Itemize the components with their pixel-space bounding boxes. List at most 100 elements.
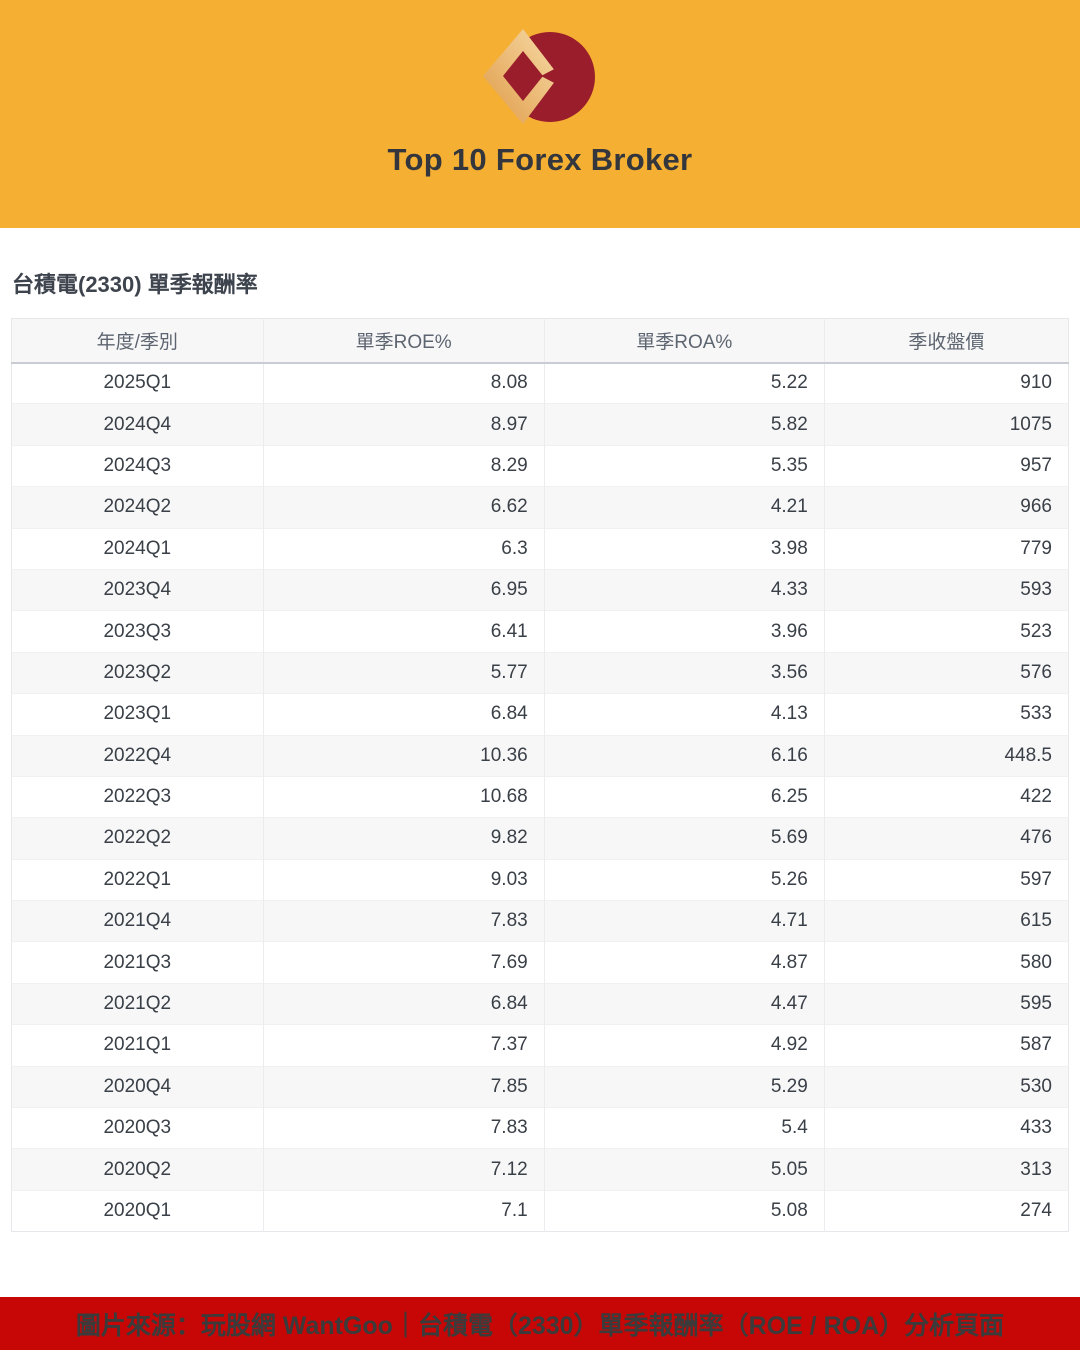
cell-close: 533 xyxy=(823,693,1069,736)
cell-period: 2021Q2 xyxy=(11,982,264,1025)
cell-period: 2021Q4 xyxy=(11,900,264,942)
cell-roe: 6.62 xyxy=(262,486,545,529)
cell-close: 615 xyxy=(823,900,1069,942)
cell-close: 910 xyxy=(823,361,1069,404)
table-row: 2024Q3 8.29 5.35 957 xyxy=(11,444,1069,487)
cell-roe: 6.3 xyxy=(262,527,545,570)
table-row: 2024Q1 6.3 3.98 779 xyxy=(11,527,1069,570)
cell-roa: 5.35 xyxy=(543,444,825,487)
table-row: 2023Q4 6.95 4.33 593 xyxy=(11,568,1069,611)
cell-close: 576 xyxy=(823,651,1069,694)
cell-roe: 6.84 xyxy=(262,982,545,1025)
cell-roa: 5.08 xyxy=(543,1189,825,1232)
cell-close: 593 xyxy=(823,568,1069,611)
column-header-close: 季收盤價 xyxy=(823,318,1069,364)
cell-period: 2025Q1 xyxy=(11,361,264,404)
cell-roe: 7.83 xyxy=(262,900,545,942)
main-content: 台積電(2330) 單季報酬率 年度/季別 單季ROE% 單季ROA% 季收盤價… xyxy=(0,228,1080,1233)
cell-close: 966 xyxy=(823,486,1069,529)
cell-roe: 7.69 xyxy=(262,941,545,984)
cell-roe: 7.85 xyxy=(262,1065,545,1108)
cell-roa: 5.05 xyxy=(543,1148,825,1191)
header-banner: Top 10 Forex Broker xyxy=(0,0,1080,228)
table-row: 2021Q2 6.84 4.47 595 xyxy=(11,982,1069,1025)
cell-close: 580 xyxy=(823,941,1069,984)
table-row: 2023Q1 6.84 4.13 533 xyxy=(11,693,1069,736)
source-footer: 圖片來源：玩股網 WantGoo｜台積電（2330）單季報酬率（ROE / RO… xyxy=(0,1297,1080,1350)
banner-title: Top 10 Forex Broker xyxy=(387,142,693,177)
table-row: 2022Q4 10.36 6.16 448.5 xyxy=(11,734,1069,777)
table-row: 2021Q4 7.83 4.71 615 xyxy=(11,900,1069,942)
cell-roe: 9.82 xyxy=(262,817,545,860)
cell-period: 2023Q4 xyxy=(11,568,264,611)
cell-roa: 4.87 xyxy=(543,941,825,984)
cell-close: 433 xyxy=(823,1107,1069,1149)
cell-close: 476 xyxy=(823,817,1069,860)
cell-period: 2022Q1 xyxy=(11,858,264,901)
cell-period: 2020Q1 xyxy=(11,1189,264,1232)
table-row: 2020Q4 7.85 5.29 530 xyxy=(11,1065,1069,1108)
brand-logo xyxy=(474,25,606,131)
cell-close: 587 xyxy=(823,1024,1069,1067)
cell-close: 422 xyxy=(823,775,1069,818)
cell-roe: 7.1 xyxy=(262,1189,545,1232)
table-row: 2021Q1 7.37 4.92 587 xyxy=(11,1024,1069,1067)
cell-roe: 5.77 xyxy=(262,651,545,694)
cell-period: 2024Q4 xyxy=(11,403,264,446)
cell-period: 2021Q1 xyxy=(11,1024,264,1067)
cell-close: 595 xyxy=(823,982,1069,1025)
cell-roa: 4.21 xyxy=(543,486,825,529)
cell-roa: 5.22 xyxy=(543,361,825,404)
page-title: 台積電(2330) 單季報酬率 xyxy=(12,272,258,297)
cell-roa: 3.56 xyxy=(543,651,825,694)
cell-roe: 10.36 xyxy=(262,734,545,777)
table-row: 2023Q2 5.77 3.56 576 xyxy=(11,651,1069,694)
cell-roa: 5.29 xyxy=(543,1065,825,1108)
cell-roe: 9.03 xyxy=(262,858,545,901)
table-header-row: 年度/季別 單季ROE% 單季ROA% 季收盤價 xyxy=(11,318,1069,364)
cell-period: 2020Q4 xyxy=(11,1065,264,1108)
table-row: 2024Q4 8.97 5.82 1075 xyxy=(11,403,1069,446)
quarterly-returns-table: 年度/季別 單季ROE% 單季ROA% 季收盤價 2025Q1 8.08 5.22 9… xyxy=(11,318,1069,1233)
cell-roe: 7.37 xyxy=(262,1024,545,1067)
cell-period: 2024Q1 xyxy=(11,527,264,570)
cell-close: 313 xyxy=(823,1148,1069,1191)
table-body: 2025Q1 8.08 5.22 910 2024Q4 8.97 5.82 1075 2024Q… xyxy=(11,361,1069,1232)
table-row: 2023Q3 6.41 3.96 523 xyxy=(11,610,1069,653)
source-attribution-text: 圖片來源：玩股網 WantGoo｜台積電（2330）單季報酬率（ROE / RO… xyxy=(75,1311,1005,1340)
column-header-roa: 單季ROA% xyxy=(543,318,825,364)
column-header-period: 年度/季別 xyxy=(11,318,264,364)
cell-roa: 3.96 xyxy=(543,610,825,653)
cell-roe: 7.12 xyxy=(262,1148,545,1191)
cell-period: 2023Q3 xyxy=(11,610,264,653)
cell-period: 2024Q3 xyxy=(11,444,264,487)
cell-roe: 6.41 xyxy=(262,610,545,653)
cell-roe: 8.97 xyxy=(262,403,545,446)
cell-period: 2020Q2 xyxy=(11,1148,264,1191)
cell-roe: 8.29 xyxy=(262,444,545,487)
cell-period: 2021Q3 xyxy=(11,941,264,984)
cell-close: 779 xyxy=(823,527,1069,570)
cell-period: 2022Q3 xyxy=(11,775,264,818)
table-row: 2020Q3 7.83 5.4 433 xyxy=(11,1107,1069,1149)
cell-roe: 6.84 xyxy=(262,693,545,736)
cell-roa: 4.13 xyxy=(543,693,825,736)
cell-period: 2022Q2 xyxy=(11,817,264,860)
table-row: 2022Q3 10.68 6.25 422 xyxy=(11,775,1069,818)
cell-roa: 5.4 xyxy=(543,1107,825,1149)
cell-roa: 3.98 xyxy=(543,527,825,570)
table-row: 2025Q1 8.08 5.22 910 xyxy=(11,361,1069,404)
cell-roe: 8.08 xyxy=(262,361,545,404)
cell-roa: 4.92 xyxy=(543,1024,825,1067)
cell-roa: 4.71 xyxy=(543,900,825,942)
diamond-circle-logo-icon xyxy=(483,29,595,124)
cell-period: 2024Q2 xyxy=(11,486,264,529)
table-row: 2022Q2 9.82 5.69 476 xyxy=(11,817,1069,860)
cell-roa: 5.82 xyxy=(543,403,825,446)
cell-roa: 4.33 xyxy=(543,568,825,611)
cell-close: 597 xyxy=(823,858,1069,901)
cell-roa: 4.47 xyxy=(543,982,825,1025)
table-row: 2022Q1 9.03 5.26 597 xyxy=(11,858,1069,901)
cell-roa: 6.25 xyxy=(543,775,825,818)
table-row: 2024Q2 6.62 4.21 966 xyxy=(11,486,1069,529)
